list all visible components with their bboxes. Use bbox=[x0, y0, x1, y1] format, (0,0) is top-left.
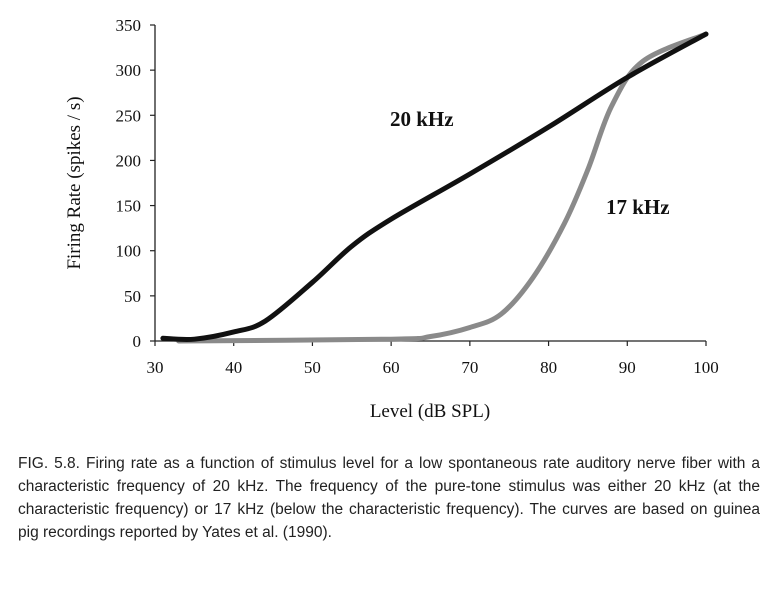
y-tick-label: 50 bbox=[124, 287, 141, 306]
series-lines bbox=[160, 31, 709, 344]
figure-caption: FIG. 5.8. Firing rate as a function of s… bbox=[18, 455, 760, 541]
x-tick-label: 80 bbox=[540, 358, 557, 377]
y-tick-label: 150 bbox=[116, 197, 142, 216]
y-tick-label: 100 bbox=[116, 242, 142, 261]
y-tick-label: 300 bbox=[116, 61, 142, 80]
x-tick-label: 100 bbox=[693, 358, 719, 377]
x-axis-title: Level (dB SPL) bbox=[370, 401, 490, 422]
x-tick-label: 50 bbox=[304, 358, 321, 377]
y-axis-title: Firing Rate (spikes / s) bbox=[64, 96, 85, 269]
series-line-20khz bbox=[160, 31, 709, 343]
x-tick-label: 90 bbox=[619, 358, 636, 377]
y-tick-label: 200 bbox=[116, 151, 142, 170]
label-20khz: 20 kHz bbox=[390, 107, 454, 131]
y-tick-label: 0 bbox=[133, 332, 142, 351]
series-line-17khz bbox=[176, 31, 709, 344]
axes: 0 50 100 150 200 250 300 350 30 40 50 60 70 80 90 100 bbox=[116, 16, 719, 377]
x-tick-label: 70 bbox=[461, 358, 478, 377]
firing-rate-chart: 0 50 100 150 200 250 300 350 30 40 50 60 70 80 90 100 2… bbox=[64, 16, 719, 422]
x-tick-label: 30 bbox=[147, 358, 164, 377]
y-tick-label: 350 bbox=[116, 16, 142, 35]
label-17khz: 17 kHz bbox=[606, 195, 670, 219]
y-tick-label: 250 bbox=[116, 106, 142, 125]
x-tick-label: 60 bbox=[383, 358, 400, 377]
x-tick-label: 40 bbox=[225, 358, 242, 377]
